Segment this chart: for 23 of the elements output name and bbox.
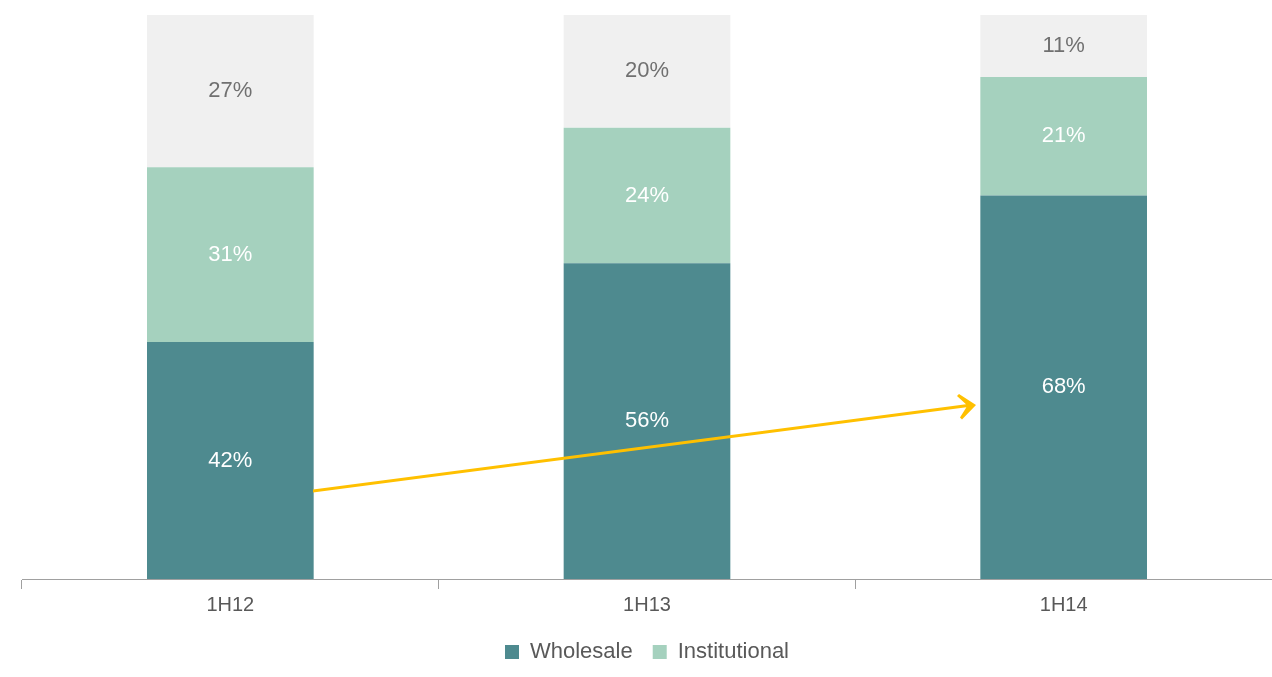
data-label: 31% xyxy=(208,240,253,266)
x-tick-label: 1H14 xyxy=(1039,592,1088,615)
data-label: 56% xyxy=(624,407,670,433)
data-label: 27% xyxy=(208,77,253,103)
data-label: 24% xyxy=(624,181,670,207)
bar xyxy=(980,195,1147,579)
bar xyxy=(563,15,731,128)
x-tick-label: 1H12 xyxy=(206,592,255,615)
bar xyxy=(980,77,1147,196)
data-label: 21% xyxy=(1041,122,1086,148)
bar xyxy=(147,342,314,579)
bar xyxy=(563,263,731,579)
x-tick-label: 1H13 xyxy=(623,592,671,615)
data-label: 11% xyxy=(1042,32,1085,58)
bar xyxy=(147,15,314,168)
data-label: 42% xyxy=(208,446,253,472)
legend-label: Institutional xyxy=(677,638,790,664)
legend-label: Wholesale xyxy=(530,638,633,664)
bar xyxy=(980,15,1147,78)
bar xyxy=(563,127,731,264)
bar xyxy=(147,167,314,343)
data-label: 68% xyxy=(1041,373,1086,399)
data-label: 20% xyxy=(624,57,670,83)
